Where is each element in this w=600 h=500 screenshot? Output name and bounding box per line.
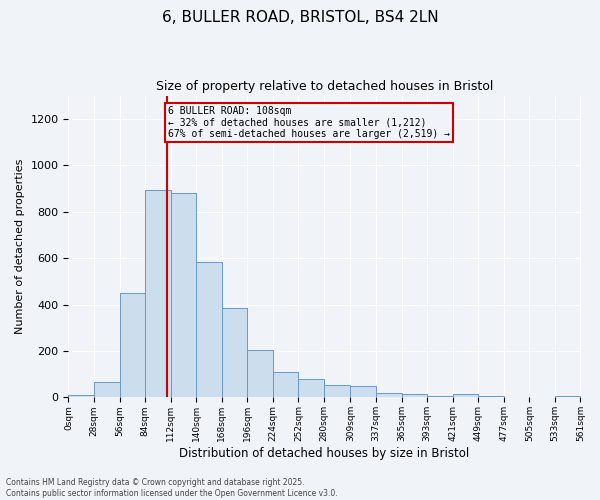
Bar xyxy=(427,396,453,398)
Bar xyxy=(298,379,324,398)
Bar xyxy=(222,308,247,398)
Bar xyxy=(453,394,478,398)
Bar xyxy=(196,262,222,398)
Bar xyxy=(350,386,376,398)
Bar xyxy=(68,395,94,398)
X-axis label: Distribution of detached houses by size in Bristol: Distribution of detached houses by size … xyxy=(179,447,470,460)
Text: 6 BULLER ROAD: 108sqm
← 32% of detached houses are smaller (1,212)
67% of semi-d: 6 BULLER ROAD: 108sqm ← 32% of detached … xyxy=(168,106,450,139)
Bar xyxy=(145,190,170,398)
Bar xyxy=(376,393,401,398)
Y-axis label: Number of detached properties: Number of detached properties xyxy=(15,159,25,334)
Bar xyxy=(119,293,145,398)
Bar xyxy=(94,382,119,398)
Bar xyxy=(247,350,273,398)
Title: Size of property relative to detached houses in Bristol: Size of property relative to detached ho… xyxy=(156,80,493,93)
Bar xyxy=(324,384,350,398)
Text: 6, BULLER ROAD, BRISTOL, BS4 2LN: 6, BULLER ROAD, BRISTOL, BS4 2LN xyxy=(161,10,439,25)
Bar xyxy=(555,396,580,398)
Bar xyxy=(401,394,427,398)
Bar xyxy=(478,396,504,398)
Text: Contains HM Land Registry data © Crown copyright and database right 2025.
Contai: Contains HM Land Registry data © Crown c… xyxy=(6,478,338,498)
Bar xyxy=(273,372,298,398)
Bar xyxy=(170,193,196,398)
